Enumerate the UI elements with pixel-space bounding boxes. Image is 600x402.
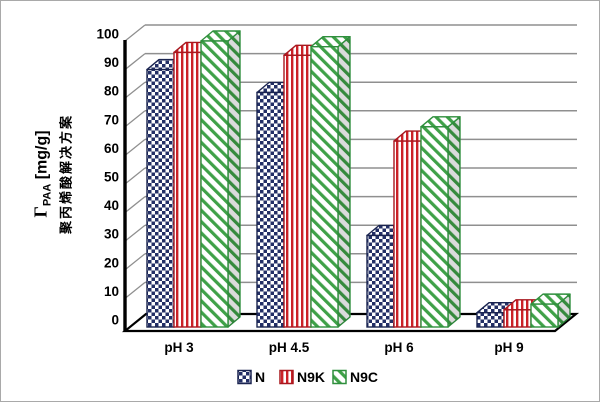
y-tick-label: 20 — [104, 255, 119, 270]
legend-label-N9K: N9K — [297, 369, 325, 385]
y-tick-label: 10 — [104, 284, 119, 299]
y-tick-label: 80 — [104, 84, 119, 99]
y-axis-title-subscript: PAA — [41, 183, 54, 207]
legend-swatch-N — [237, 369, 252, 385]
gridline-depth-connector — [124, 167, 146, 185]
bar-N9C-pH3 — [200, 30, 241, 328]
legend-label-N: N — [255, 369, 265, 385]
y-tick-label: 100 — [96, 27, 119, 42]
bar-front-face — [173, 51, 202, 328]
x-category-label: pH 6 — [384, 340, 414, 355]
legend-label-N9C: N9C — [350, 369, 378, 385]
x-category-label: pH 9 — [494, 340, 523, 355]
y-tick-label: 30 — [104, 227, 119, 242]
bar-N9C-pH9 — [530, 293, 571, 328]
bar-front-face — [283, 54, 312, 328]
y-tick-label: 50 — [104, 170, 119, 185]
bar-side-shade — [228, 31, 240, 327]
gridline-depth-connector — [124, 253, 146, 271]
y-axis-title-chinese: 聚丙烯酸解决方案 — [58, 113, 74, 235]
gridline-depth-connector — [124, 281, 146, 299]
gridline-depth-connector — [124, 138, 146, 156]
bar-side-shade — [338, 36, 350, 327]
bar-front-face — [366, 234, 395, 328]
bar-front-face — [476, 312, 505, 328]
bar-front-face — [420, 126, 449, 328]
bar-front-face — [530, 303, 559, 328]
bar-front-face — [393, 140, 422, 328]
y-tick-labels: 0 10 20 30 40 50 60 70 80 90 100 — [96, 27, 119, 328]
gridline-depth-connector — [124, 81, 146, 99]
x-category-labels: pH 3 pH 4.5 pH 6 pH 9 — [164, 340, 523, 355]
x-category-label: pH 3 — [164, 340, 194, 355]
y-tick-label: 60 — [104, 141, 119, 156]
bar-front-face — [256, 91, 285, 328]
bars — [146, 30, 571, 328]
y-axis-title: ΓPAA [mg/g] — [30, 130, 53, 217]
y-tick-label: 40 — [104, 198, 119, 213]
bar-front-face — [503, 309, 532, 328]
legend-swatch-N9C — [332, 369, 347, 385]
y-tick-label: 70 — [104, 112, 119, 127]
bar-side-shade — [448, 116, 460, 327]
bar-front-face — [146, 68, 175, 328]
y-axis-title-gamma: Γ — [30, 206, 51, 218]
bar-N9C-pH4.5 — [310, 36, 351, 328]
bar-front-face — [200, 40, 229, 328]
gridline-depth-connector — [124, 110, 146, 128]
y-tick-label: 90 — [104, 55, 119, 70]
y-tick-label: 0 — [111, 313, 119, 328]
gridline-depth-connector — [124, 24, 146, 42]
gridline-depth-connector — [124, 53, 146, 71]
x-category-label: pH 4.5 — [269, 340, 310, 355]
bar-N9C-pH6 — [420, 116, 461, 328]
legend-swatch-N9K — [279, 369, 294, 385]
legend: N N9K N9C — [237, 369, 378, 385]
gridline-depth-connector — [124, 224, 146, 242]
y-axis-title-units: [mg/g] — [33, 130, 51, 184]
bar-front-face — [310, 46, 339, 328]
gridline-depth-connector — [124, 196, 146, 214]
